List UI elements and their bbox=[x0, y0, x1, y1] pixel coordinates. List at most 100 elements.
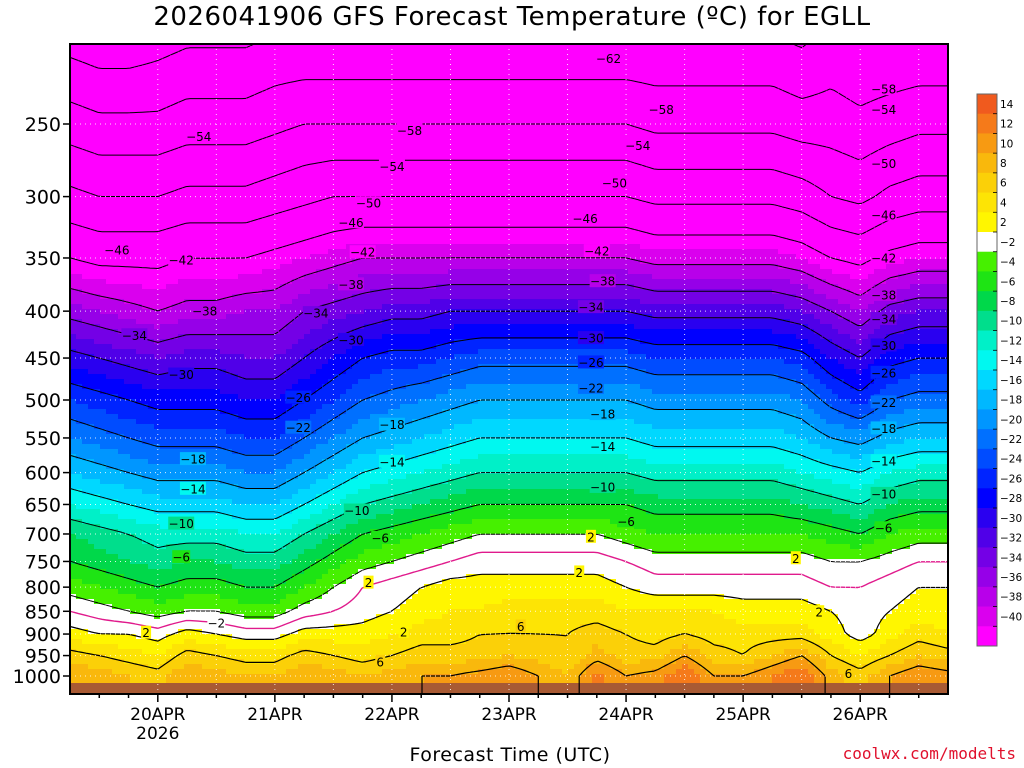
temperature-cell bbox=[178, 159, 185, 165]
temperature-cell bbox=[556, 209, 563, 215]
temperature-cell bbox=[862, 174, 869, 180]
temperature-cell bbox=[502, 69, 509, 75]
temperature-cell bbox=[772, 159, 779, 165]
temperature-cell bbox=[922, 69, 929, 75]
temperature-cell bbox=[700, 114, 707, 120]
temperature-cell bbox=[808, 104, 815, 110]
temperature-cell bbox=[940, 99, 947, 105]
temperature-cell bbox=[256, 129, 263, 135]
temperature-cell bbox=[910, 189, 917, 195]
temperature-cell bbox=[142, 169, 149, 175]
temperature-cell bbox=[388, 144, 395, 150]
temperature-cell bbox=[340, 164, 347, 170]
temperature-cell bbox=[718, 209, 725, 215]
temperature-cell bbox=[496, 124, 503, 130]
temperature-cell bbox=[754, 69, 761, 75]
temperature-cell bbox=[172, 114, 179, 120]
temperature-cell bbox=[838, 124, 845, 130]
temperature-cell bbox=[646, 154, 653, 160]
temperature-cell bbox=[442, 149, 449, 155]
temperature-cell bbox=[790, 64, 797, 70]
temperature-cell bbox=[442, 49, 449, 55]
temperature-cell bbox=[862, 164, 869, 170]
temperature-cell bbox=[718, 59, 725, 65]
temperature-cell bbox=[610, 204, 617, 210]
temperature-cell bbox=[658, 54, 665, 60]
temperature-cell bbox=[520, 94, 527, 100]
temperature-cell bbox=[910, 204, 917, 210]
temperature-cell bbox=[172, 169, 179, 175]
temperature-cell bbox=[358, 59, 365, 65]
temperature-cell bbox=[550, 184, 557, 190]
temperature-cell bbox=[808, 124, 815, 130]
temperature-cell bbox=[706, 189, 713, 195]
temperature-cell bbox=[790, 189, 797, 195]
temperature-cell bbox=[616, 199, 623, 205]
temperature-cell bbox=[640, 99, 647, 105]
temperature-cell bbox=[520, 199, 527, 205]
temperature-cell bbox=[316, 64, 323, 70]
temperature-cell bbox=[244, 89, 251, 95]
temperature-cell bbox=[724, 114, 731, 120]
temperature-cell bbox=[340, 99, 347, 105]
temperature-cell bbox=[352, 149, 359, 155]
temperature-cell bbox=[928, 159, 935, 165]
temperature-cell bbox=[130, 89, 137, 95]
temperature-cell bbox=[832, 94, 839, 100]
temperature-cell bbox=[778, 194, 785, 200]
temperature-cell bbox=[88, 209, 95, 215]
temperature-cell bbox=[898, 144, 905, 150]
temperature-cell bbox=[436, 84, 443, 90]
temperature-cell bbox=[412, 169, 419, 175]
temperature-cell bbox=[436, 189, 443, 195]
temperature-cell bbox=[682, 64, 689, 70]
temperature-cell bbox=[358, 99, 365, 105]
temperature-cell bbox=[850, 139, 857, 145]
temperature-cell bbox=[220, 164, 227, 170]
temperature-cell bbox=[304, 59, 311, 65]
temperature-cell bbox=[532, 129, 539, 135]
temperature-cell bbox=[166, 69, 173, 75]
temperature-cell bbox=[832, 179, 839, 185]
temperature-cell bbox=[148, 189, 155, 195]
temperature-cell bbox=[922, 94, 929, 100]
temperature-cell bbox=[544, 114, 551, 120]
temperature-cell bbox=[334, 64, 341, 70]
temperature-cell bbox=[376, 69, 383, 75]
temperature-cell bbox=[226, 84, 233, 90]
temperature-cell bbox=[826, 94, 833, 100]
temperature-cell bbox=[718, 139, 725, 145]
temperature-cell bbox=[412, 154, 419, 160]
temperature-cell bbox=[496, 184, 503, 190]
temperature-cell bbox=[646, 184, 653, 190]
temperature-cell bbox=[424, 104, 431, 110]
temperature-cell bbox=[784, 64, 791, 70]
temperature-cell bbox=[250, 79, 257, 85]
temperature-cell bbox=[814, 99, 821, 105]
temperature-cell bbox=[364, 179, 371, 185]
temperature-cell bbox=[898, 189, 905, 195]
temperature-cell bbox=[928, 194, 935, 200]
temperature-cell bbox=[100, 169, 107, 175]
temperature-cell bbox=[172, 74, 179, 80]
temperature-cell bbox=[640, 169, 647, 175]
temperature-cell bbox=[934, 169, 941, 175]
temperature-cell bbox=[832, 59, 839, 65]
temperature-cell bbox=[688, 74, 695, 80]
temperature-cell bbox=[148, 159, 155, 165]
temperature-cell bbox=[358, 74, 365, 80]
temperature-cell bbox=[136, 54, 143, 60]
temperature-cell bbox=[502, 129, 509, 135]
temperature-cell bbox=[130, 94, 137, 100]
temperature-cell bbox=[472, 104, 479, 110]
temperature-cell bbox=[454, 94, 461, 100]
temperature-cell bbox=[514, 109, 521, 115]
temperature-cell bbox=[580, 64, 587, 70]
temperature-cell bbox=[784, 109, 791, 115]
temperature-cell bbox=[418, 104, 425, 110]
temperature-cell bbox=[112, 74, 119, 80]
temperature-cell bbox=[934, 179, 941, 185]
temperature-cell bbox=[106, 164, 113, 170]
temperature-cell bbox=[298, 144, 305, 150]
temperature-cell bbox=[820, 69, 827, 75]
